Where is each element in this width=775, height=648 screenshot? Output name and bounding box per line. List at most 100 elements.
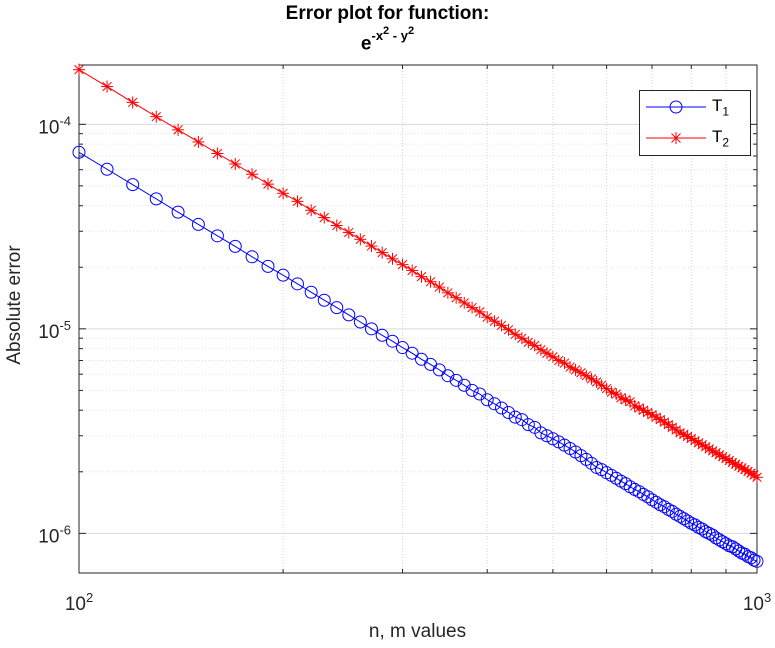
asterisk-stroke [642, 407, 653, 418]
data-point-t1 [649, 495, 663, 509]
data-point-t1 [149, 192, 163, 206]
data-point-t2 [488, 315, 501, 328]
data-point-t1 [465, 383, 479, 397]
asterisk-stroke [451, 292, 461, 303]
data-point-t1 [290, 277, 304, 291]
asterisk-stroke [151, 111, 162, 122]
asterisk-stroke [292, 196, 303, 207]
legend-label-t1: T1 [712, 96, 730, 119]
asterisk-stroke [655, 414, 666, 425]
asterisk-stroke [127, 97, 138, 108]
data-point-t1 [702, 526, 716, 540]
legend-entry-t1: T1 [640, 93, 750, 121]
data-point-t2 [751, 471, 763, 484]
asterisk-stroke [671, 425, 681, 435]
data-point-t1 [245, 250, 259, 264]
asterisk-stroke [247, 169, 257, 180]
asterisk-stroke [601, 383, 612, 394]
data-point-t2 [540, 347, 553, 360]
data-point-t1 [619, 477, 633, 491]
asterisk-stroke [503, 324, 514, 335]
data-point-t1 [669, 507, 683, 521]
asterisk-stroke [686, 433, 697, 444]
asterisk-stroke [474, 307, 485, 317]
asterisk-stroke [482, 312, 492, 322]
data-point-t2 [723, 454, 736, 467]
asterisk-stroke [523, 337, 534, 347]
data-point-t1 [750, 554, 764, 568]
asterisk-stroke [647, 410, 657, 420]
data-point-t1 [441, 369, 455, 383]
data-point-t1 [210, 229, 224, 243]
data-point-t1 [171, 205, 185, 219]
data-point-t1 [534, 426, 548, 440]
data-point-t1 [681, 514, 695, 528]
legend-swatch-t1 [646, 100, 706, 114]
asterisk-stroke [606, 387, 617, 397]
data-point-t1 [100, 162, 114, 176]
data-point-t1 [521, 418, 535, 432]
data-point-t2 [192, 135, 205, 148]
asterisk-stroke [278, 188, 288, 199]
data-point-t1 [457, 378, 471, 392]
asterisk-stroke [752, 472, 762, 483]
data-point-t1 [228, 239, 242, 253]
axes-frame [78, 64, 758, 574]
data-point-t2 [522, 336, 535, 349]
asterisk-stroke [548, 352, 558, 362]
asterisk-stroke [581, 370, 592, 381]
asterisk-stroke [319, 212, 330, 223]
legend-entry-t2: T2 [640, 124, 750, 152]
tick-labels: 102 103 10-6 10-5 10-4 [38, 113, 771, 615]
data-point-t2 [580, 369, 593, 382]
asterisk-stroke [659, 417, 670, 427]
data-point-t1 [126, 178, 140, 192]
data-point-t1 [677, 512, 691, 526]
asterisk-stroke [193, 137, 204, 147]
data-point-t1 [546, 432, 560, 446]
series-layer [72, 63, 764, 568]
asterisk-stroke [407, 265, 417, 276]
data-point-t1 [712, 533, 726, 547]
data-point-t1 [584, 456, 598, 470]
chart-title: Error plot for function: [285, 3, 490, 24]
asterisk-stroke [690, 435, 700, 446]
asterisk-stroke [576, 367, 586, 378]
data-point-t1 [261, 259, 275, 273]
data-point-t1 [725, 540, 739, 554]
data-point-t2 [229, 157, 242, 170]
asterisk-stroke [679, 429, 689, 440]
data-point-t2 [365, 240, 378, 253]
data-point-t1 [386, 334, 400, 348]
asterisk-stroke [529, 340, 540, 351]
asterisk-stroke [263, 179, 273, 189]
data-point-t1 [342, 308, 356, 322]
asterisk-stroke [697, 440, 707, 450]
data-point-t2 [424, 275, 437, 288]
data-point-t1 [738, 547, 752, 561]
data-point-t2 [342, 226, 355, 239]
data-point-t2 [534, 343, 547, 356]
asterisk-stroke [425, 276, 436, 287]
asterisk-stroke [586, 374, 597, 384]
data-point-t2 [172, 123, 185, 136]
data-point-t1 [364, 322, 378, 336]
data-point-t1 [508, 410, 522, 424]
asterisk-stroke [416, 271, 427, 282]
data-point-t2 [450, 291, 463, 304]
asterisk-stroke [377, 247, 387, 258]
data-point-t2 [150, 110, 163, 123]
asterisk-stroke [366, 241, 377, 251]
data-point-t2 [433, 281, 446, 294]
asterisk-stroke [230, 159, 240, 169]
asterisk-stroke [510, 329, 521, 340]
data-point-t1 [304, 285, 318, 299]
data-point-t1 [695, 522, 709, 536]
legend-label-t2: T2 [712, 127, 730, 150]
asterisk-stroke [682, 431, 693, 442]
asterisk-stroke [434, 282, 445, 292]
asterisk-stroke [591, 377, 602, 387]
data-point-t1 [191, 217, 205, 231]
data-point-t2 [354, 233, 367, 246]
data-point-t1 [353, 315, 367, 329]
